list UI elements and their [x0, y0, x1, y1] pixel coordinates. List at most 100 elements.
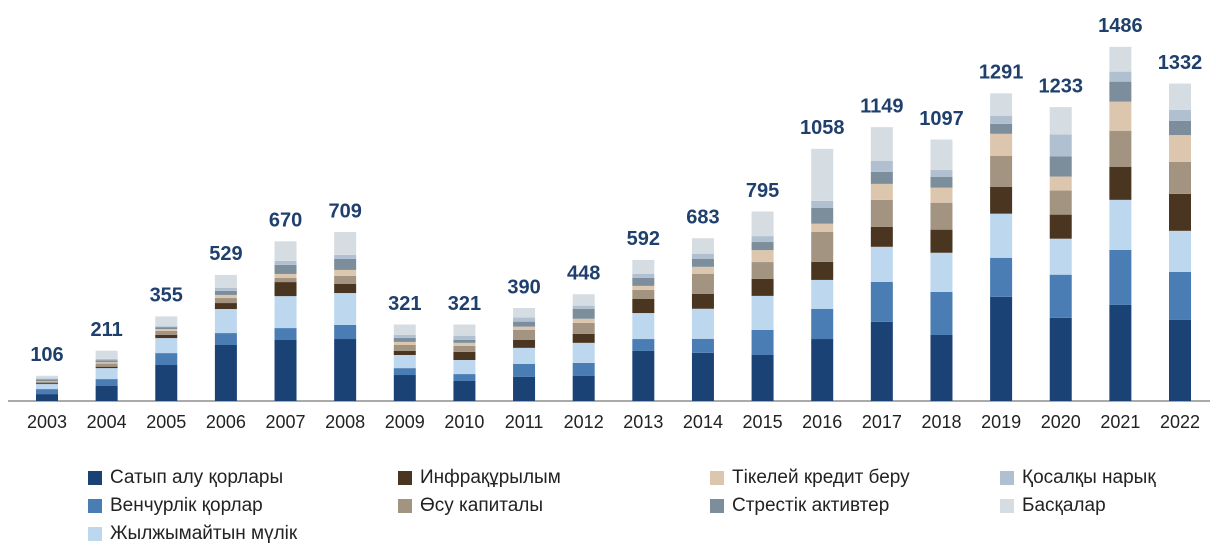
bar-segment	[811, 149, 833, 201]
bar-segment	[871, 127, 893, 161]
bar-segment	[692, 339, 714, 353]
bar-segment	[1109, 47, 1131, 72]
bar-segment	[275, 328, 297, 340]
legend-label: Тікелей кредит беру	[732, 467, 910, 488]
bar-segment	[215, 295, 237, 298]
bar-segment	[155, 335, 177, 338]
total-label: 683	[686, 206, 719, 228]
bar-segment	[215, 288, 237, 291]
bar-segment	[930, 177, 952, 188]
bar-segment	[155, 353, 177, 365]
bar-segment	[36, 383, 58, 384]
bar-segment	[1109, 102, 1131, 131]
bar-segment	[96, 386, 118, 401]
bar-segment	[692, 309, 714, 339]
bar-segment	[453, 340, 475, 343]
bar-segment	[155, 338, 177, 353]
bar-segment	[573, 363, 595, 376]
bar-segment	[394, 335, 416, 338]
bar-segment	[752, 355, 774, 401]
bar-segment	[573, 319, 595, 323]
bar-segment	[334, 259, 356, 270]
bar-segment	[394, 324, 416, 334]
bar-segment	[632, 286, 654, 290]
bar-segment	[811, 339, 833, 401]
bar-segment	[692, 274, 714, 294]
bar-segment	[752, 236, 774, 242]
bar-segment	[513, 364, 535, 377]
bar-segment	[871, 282, 893, 322]
bar-segment	[1109, 250, 1131, 305]
bar-segment	[1109, 131, 1131, 167]
total-label: 321	[388, 293, 421, 315]
bar-segment	[1050, 239, 1072, 275]
bar-segment	[930, 203, 952, 230]
total-label: 1097	[919, 108, 964, 130]
total-label: 1149	[860, 95, 903, 117]
total-label: 709	[328, 200, 361, 222]
bar-segment	[692, 254, 714, 259]
bar-segment	[96, 359, 118, 360]
x-tick-label: 2010	[444, 412, 484, 432]
legend-label: Жылжымайтын мүлік	[110, 523, 298, 544]
bar-segment	[1169, 320, 1191, 401]
x-tick-label: 2003	[27, 412, 67, 432]
x-tick-label: 2008	[325, 412, 365, 432]
bar-segment	[215, 275, 237, 288]
bar-segment	[215, 298, 237, 303]
bar-segment	[453, 346, 475, 352]
total-label: 355	[150, 285, 183, 307]
legend-label: Венчурлік қорлар	[110, 495, 263, 516]
x-tick-label: 2009	[385, 412, 425, 432]
bar-segment	[752, 242, 774, 250]
bar-segment	[394, 338, 416, 342]
legend-swatch	[398, 471, 412, 485]
bar-segment	[394, 342, 416, 345]
bar-segment	[453, 324, 475, 335]
legend-swatch	[710, 499, 724, 513]
bar-segment	[811, 224, 833, 232]
total-label: 448	[567, 263, 600, 285]
bar-segment	[990, 214, 1012, 258]
total-label: 1058	[800, 117, 845, 139]
legend-swatch	[1000, 499, 1014, 513]
bar-segment	[334, 325, 356, 339]
bar-segment	[215, 303, 237, 309]
bar-segment	[453, 360, 475, 374]
bar-segment	[573, 306, 595, 309]
bar-segment	[334, 270, 356, 276]
bar-segment	[275, 340, 297, 401]
bar-segment	[573, 323, 595, 334]
bar-segment	[692, 353, 714, 401]
bar-segment	[155, 316, 177, 326]
legend-label: Басқалар	[1022, 495, 1106, 516]
x-tick-label: 2022	[1160, 412, 1200, 432]
bar-segment	[752, 262, 774, 279]
bar-segment	[215, 333, 237, 345]
legend-swatch	[1000, 471, 1014, 485]
bar-segment	[96, 364, 118, 367]
bar-segment	[1169, 162, 1191, 194]
bar-segment	[930, 230, 952, 253]
bar-segment	[1109, 305, 1131, 401]
legend-label: Инфрақұрылым	[420, 467, 561, 488]
bar-segment	[990, 134, 1012, 156]
legend-swatch	[398, 499, 412, 513]
bar-segment	[1169, 231, 1191, 272]
bar-segment	[275, 278, 297, 282]
bar-segment	[811, 309, 833, 339]
bar-segment	[990, 297, 1012, 401]
bar-segment	[96, 379, 118, 386]
bar-segment	[1109, 72, 1131, 82]
bar-segment	[513, 318, 535, 322]
bar-segment	[930, 253, 952, 292]
bar-segment	[573, 309, 595, 319]
total-label: 1291	[979, 62, 1024, 84]
bar-segment	[155, 331, 177, 335]
bar-segment	[632, 278, 654, 286]
bar-segment	[573, 334, 595, 343]
x-tick-label: 2005	[146, 412, 186, 432]
bar-segment	[334, 284, 356, 293]
bar-segment	[692, 267, 714, 274]
